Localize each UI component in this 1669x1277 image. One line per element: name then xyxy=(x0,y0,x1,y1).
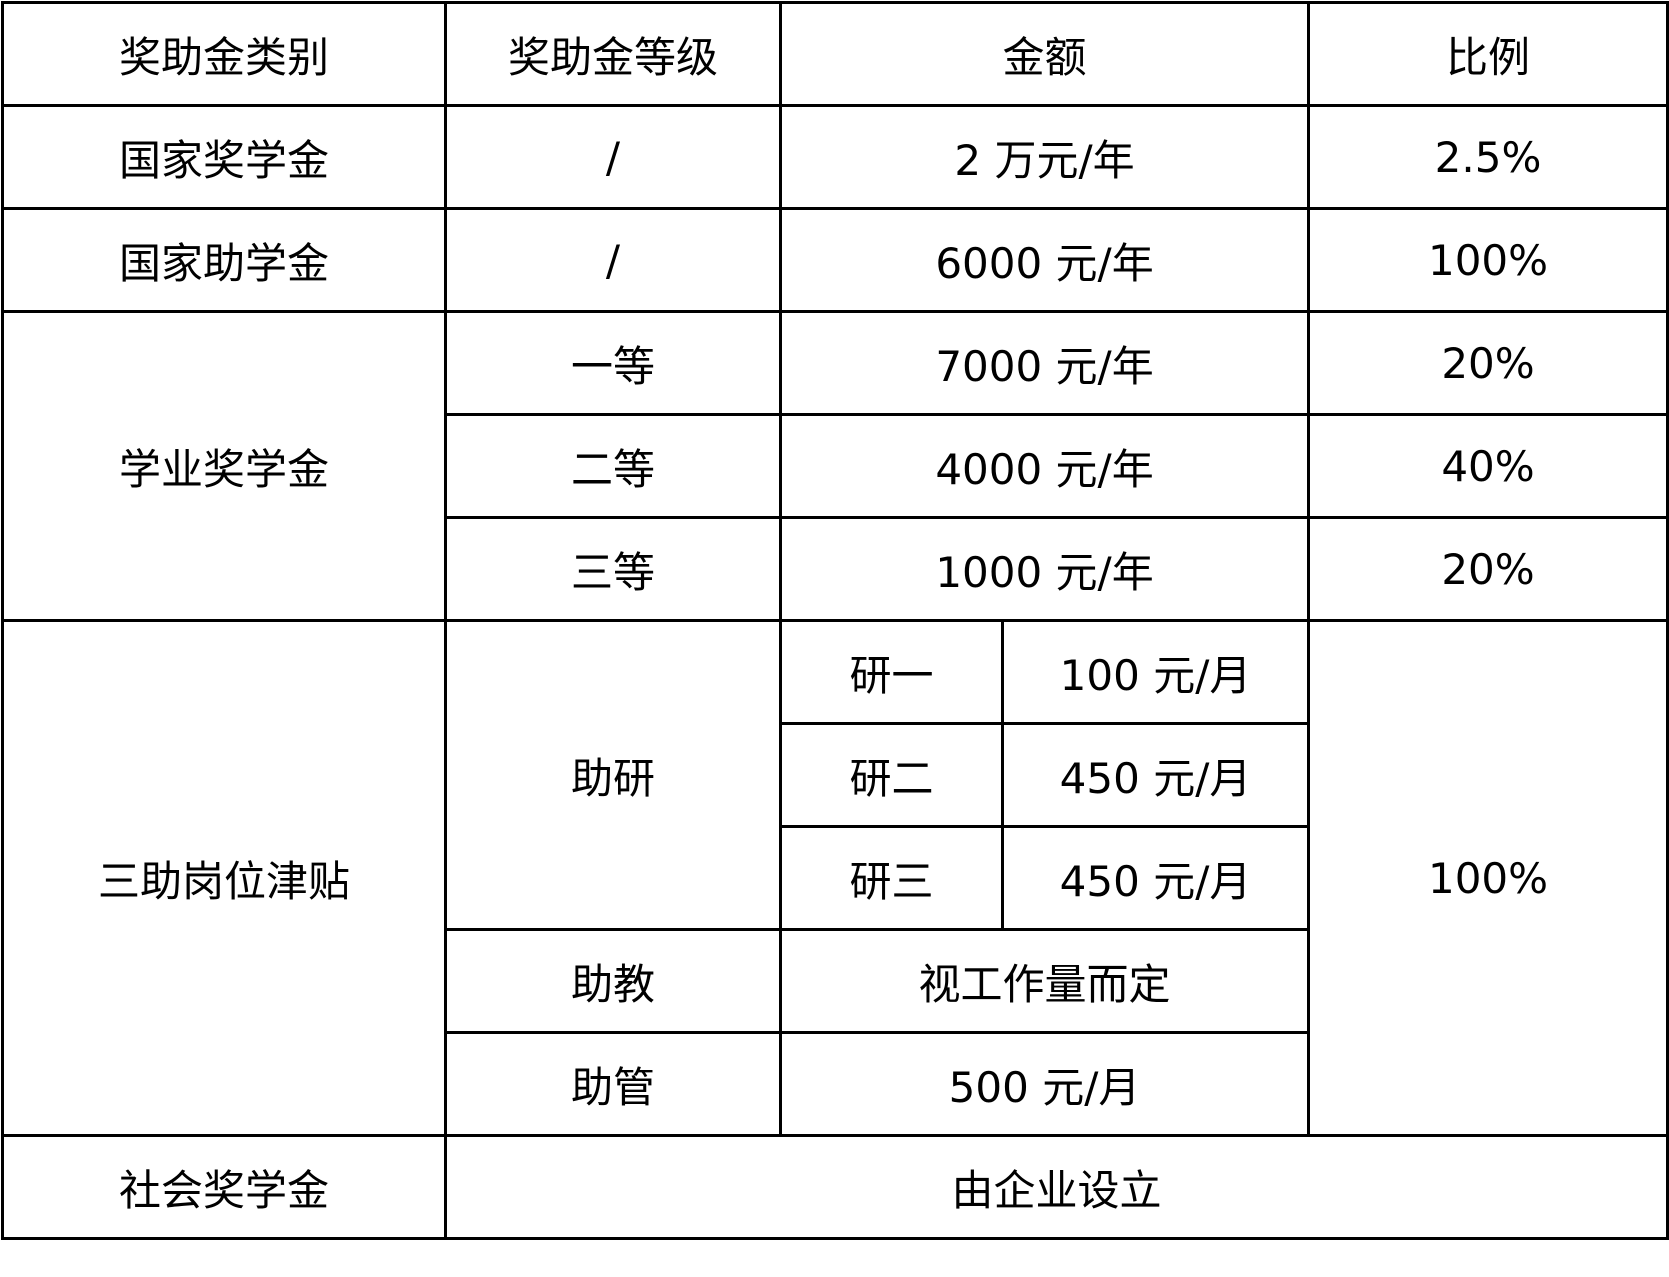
table-row: 助教 视工作量而定 xyxy=(3,928,1668,1034)
category-cell: 三助岗位津贴 xyxy=(1,619,447,1137)
table-row: 学业奖学金 一等 7000 元/年 20% xyxy=(1,310,1669,622)
level-cell: 三等 xyxy=(444,516,782,622)
table-row: 国家奖学金 / 2 万元/年 2.5% xyxy=(1,104,1669,210)
amount-cell: 450 元/月 xyxy=(1000,825,1311,931)
ratio-cell: 2.5% xyxy=(1307,104,1669,210)
table-row: 三助岗位津贴 助研 研一 100 元/月 100% xyxy=(1,619,1669,1137)
table-row: 国家助学金 / 6000 元/年 100% xyxy=(1,207,1669,313)
amount-cell: 视工作量而定 xyxy=(778,928,1311,1034)
amount-cell: 6000 元/年 xyxy=(778,207,1311,313)
amount-cell: 450 元/月 xyxy=(1000,722,1311,828)
level-cell: 二等 xyxy=(444,413,782,519)
ratio-cell: 100% xyxy=(1307,619,1669,1137)
table-row: 二等 4000 元/年 40% xyxy=(3,413,1669,519)
table-row: 助管 500 元/月 xyxy=(3,1031,1668,1137)
year-cell: 研二 xyxy=(779,722,1004,828)
year-cell: 研一 xyxy=(779,619,1004,725)
header-ratio: 比例 xyxy=(1307,1,1669,107)
ratio-cell: 20% xyxy=(1307,516,1669,622)
table-row: 三等 1000 元/年 20% xyxy=(3,516,1669,622)
amount-cell: 1000 元/年 xyxy=(778,516,1311,622)
table-row: 研二 450 元/月 xyxy=(3,722,1668,828)
amount-cell: 由企业设立 xyxy=(443,1134,1669,1240)
header-level: 奖助金等级 xyxy=(444,1,782,107)
header-amount: 金额 xyxy=(778,1,1311,107)
level-cell: 一等 xyxy=(444,310,782,416)
level-cell: 助管 xyxy=(444,1031,782,1137)
ratio-cell: 40% xyxy=(1307,413,1669,519)
category-cell: 国家助学金 xyxy=(1,207,447,313)
amount-cell: 500 元/月 xyxy=(778,1031,1311,1137)
category-cell: 社会奖学金 xyxy=(1,1134,447,1240)
ratio-cell: 20% xyxy=(1307,310,1669,416)
level-cell: / xyxy=(444,207,782,313)
header-category: 奖助金类别 xyxy=(1,1,447,107)
amount-cell: 2 万元/年 xyxy=(778,104,1311,210)
ratio-cell: 100% xyxy=(1307,207,1669,313)
category-cell: 国家奖学金 xyxy=(1,104,447,210)
scholarship-table: 奖助金类别 奖助金等级 金额 比例 国家奖学金 / 2 万元/年 2.5% 国家… xyxy=(1,1,1669,1240)
amount-cell: 4000 元/年 xyxy=(778,413,1311,519)
level-cell: 助教 xyxy=(444,928,782,1034)
amount-cell: 7000 元/年 xyxy=(778,310,1311,416)
year-cell: 研三 xyxy=(779,825,1004,931)
table-row: 研三 450 元/月 xyxy=(3,825,1668,931)
table-row: 社会奖学金 由企业设立 xyxy=(1,1134,1669,1240)
header-row: 奖助金类别 奖助金等级 金额 比例 xyxy=(1,1,1669,107)
amount-cell: 100 元/月 xyxy=(1000,619,1311,725)
level-cell: / xyxy=(444,104,782,210)
category-cell: 学业奖学金 xyxy=(1,310,447,622)
level-cell: 助研 xyxy=(444,619,782,931)
